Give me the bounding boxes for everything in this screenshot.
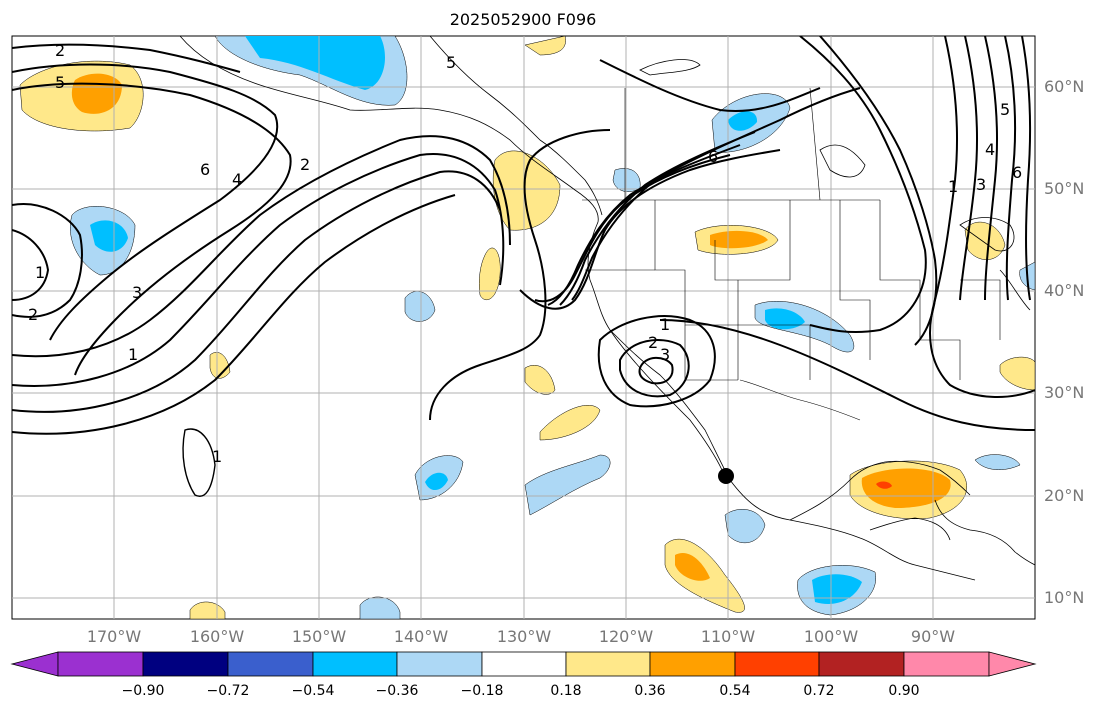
contour-label: 1 <box>948 177 958 196</box>
colorbar-bin <box>565 651 651 677</box>
contour-label: 2 <box>648 333 658 352</box>
contour-labels: 2 5 6 4 2 1 2 3 1 5 6 1 2 3 1 1 3 4 5 6 <box>28 41 1022 466</box>
colorbar-bin <box>818 651 905 677</box>
contour-label: 6 <box>708 147 718 166</box>
lon-tick-label: 90°W <box>910 627 956 646</box>
colorbar-tick-label: 0.18 <box>550 683 582 699</box>
colorbar-bin <box>57 651 144 677</box>
colorbar-bin <box>481 651 567 677</box>
colorbar-tick-label: 0.72 <box>803 683 835 699</box>
contours <box>12 36 1035 435</box>
contour-label: 6 <box>1012 163 1022 182</box>
lon-tick-label: 100°W <box>803 627 859 646</box>
colorbar-tick-label: 0.54 <box>719 683 751 699</box>
lon-tick-label: 160°W <box>189 627 245 646</box>
contour-label: 4 <box>985 140 995 159</box>
colorbar-tick-label: −0.36 <box>375 683 419 699</box>
lat-tick-label: 30°N <box>1044 383 1085 402</box>
contour-label: 6 <box>200 160 210 179</box>
lon-tick-label: 140°W <box>393 627 449 646</box>
contour-label: 2 <box>55 41 65 60</box>
contour-label: 3 <box>132 283 142 302</box>
lat-tick-label: 50°N <box>1044 179 1085 198</box>
contour-label: 2 <box>300 155 310 174</box>
colorbar-bin <box>649 651 736 677</box>
lat-tick-label: 10°N <box>1044 588 1085 607</box>
colorbar-tick-label: −0.54 <box>291 683 335 699</box>
colorbar-bin <box>396 651 483 677</box>
colorbar-tick-label: −0.90 <box>121 683 165 699</box>
anomaly-shading <box>19 36 1035 619</box>
map-panel <box>11 35 1036 620</box>
coastlines <box>179 36 1035 581</box>
contour-label: 2 <box>28 305 38 324</box>
colorbar-extend-low <box>10 651 59 677</box>
graticule <box>12 36 1035 619</box>
contour-label: 1 <box>35 263 45 282</box>
colorbar <box>10 651 1037 677</box>
lon-tick-label: 170°W <box>86 627 142 646</box>
colorbar-bin <box>227 651 314 677</box>
colorbar-bin <box>734 651 820 677</box>
contour-label: 5 <box>446 53 456 72</box>
contour-label: 3 <box>660 345 670 364</box>
colorbar-bin <box>903 651 990 677</box>
lat-tick-label: 40°N <box>1044 281 1085 300</box>
contour-label: 1 <box>128 345 138 364</box>
lon-tick-label: 120°W <box>598 627 654 646</box>
map-title: 2025052900 F096 <box>449 10 597 29</box>
colorbar-bin <box>312 651 398 677</box>
lat-tick-label: 60°N <box>1044 77 1085 96</box>
contour-label: 1 <box>660 315 670 334</box>
contour-label: 4 <box>232 170 242 189</box>
location-marker <box>718 468 734 484</box>
contour-label: 1 <box>212 447 222 466</box>
contour-label: 5 <box>1000 100 1010 119</box>
contour-label: 3 <box>976 175 986 194</box>
colorbar-tick-label: 0.90 <box>888 683 920 699</box>
colorbar-extend-high <box>988 651 1037 677</box>
lon-tick-label: 150°W <box>291 627 347 646</box>
lat-tick-label: 20°N <box>1044 486 1085 505</box>
colorbar-tick-label: −0.72 <box>206 683 250 699</box>
lon-tick-label: 110°W <box>700 627 756 646</box>
colorbar-bin <box>142 651 229 677</box>
contour-label: 5 <box>55 73 65 92</box>
colorbar-tick-label: 0.36 <box>634 683 666 699</box>
colorbar-tick-label: −0.18 <box>460 683 504 699</box>
lon-tick-label: 130°W <box>496 627 552 646</box>
